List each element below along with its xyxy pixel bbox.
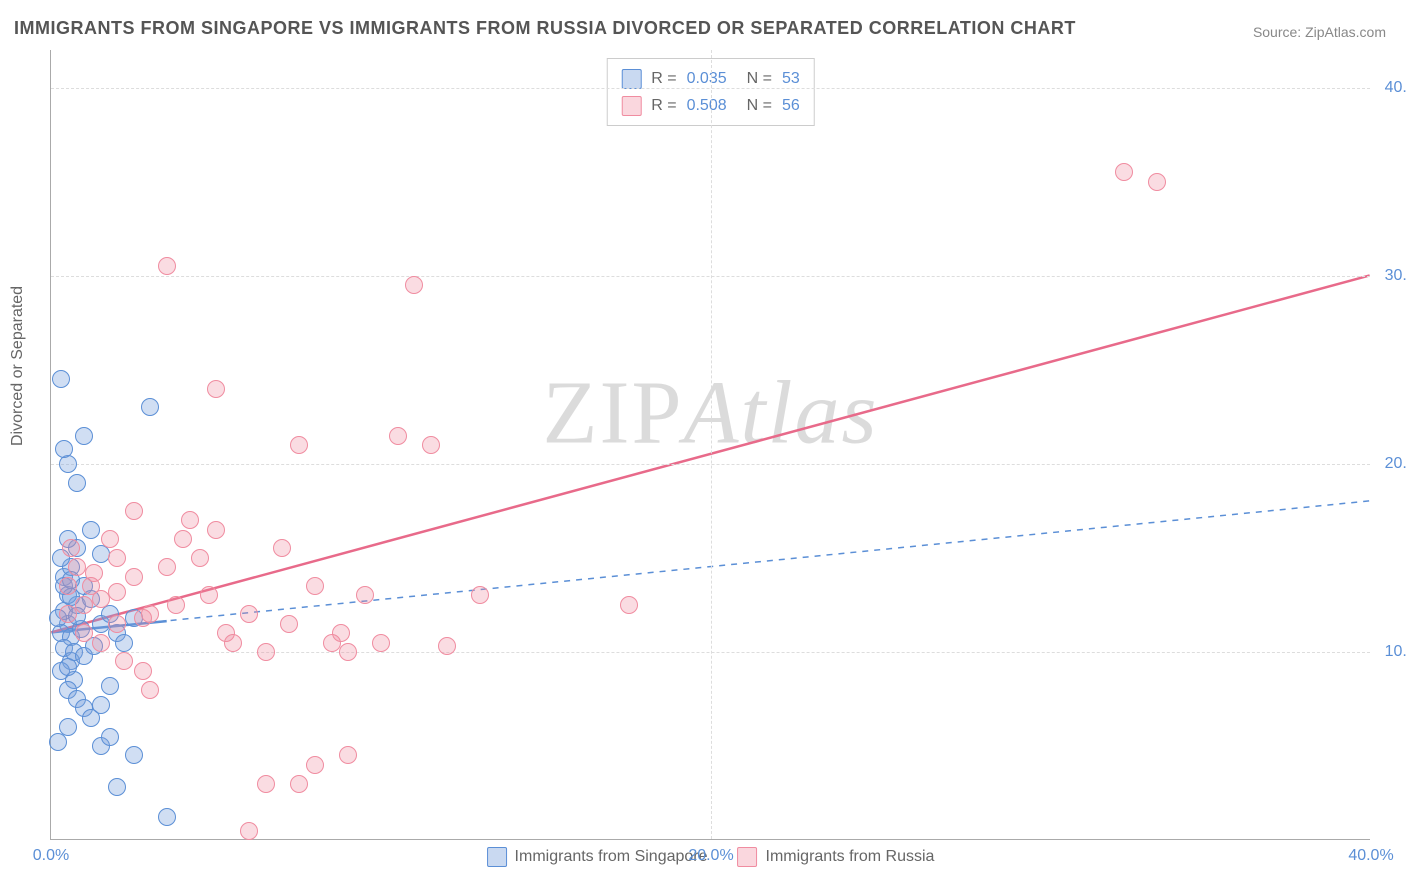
scatter-point — [59, 577, 77, 595]
scatter-point — [620, 596, 638, 614]
scatter-point — [125, 502, 143, 520]
scatter-point — [306, 756, 324, 774]
scatter-point — [200, 586, 218, 604]
legend-swatch — [738, 847, 758, 867]
scatter-point — [158, 257, 176, 275]
scatter-point — [141, 681, 159, 699]
scatter-point — [356, 586, 374, 604]
legend-swatch — [621, 69, 641, 89]
scatter-point — [108, 615, 126, 633]
scatter-point — [134, 662, 152, 680]
scatter-point — [101, 530, 119, 548]
scatter-point — [49, 733, 67, 751]
scatter-point — [125, 568, 143, 586]
y-axis-label: Divorced or Separated — [9, 286, 27, 446]
scatter-point — [92, 545, 110, 563]
source-attribution: Source: ZipAtlas.com — [1253, 24, 1386, 40]
scatter-point — [207, 521, 225, 539]
scatter-point — [471, 586, 489, 604]
scatter-point — [134, 609, 152, 627]
scatter-point — [422, 436, 440, 454]
scatter-point — [115, 652, 133, 670]
scatter-point — [405, 276, 423, 294]
y-tick-label: 20.0% — [1385, 455, 1406, 473]
legend-n-value: 56 — [782, 92, 800, 119]
legend-r-label: R = — [651, 92, 676, 119]
scatter-point — [125, 746, 143, 764]
legend-n-label: N = — [747, 92, 772, 119]
scatter-point — [1115, 163, 1133, 181]
scatter-point — [75, 427, 93, 445]
legend-swatch — [621, 96, 641, 116]
scatter-point — [280, 615, 298, 633]
scatter-point — [158, 808, 176, 826]
scatter-point — [68, 474, 86, 492]
y-tick-label: 10.0% — [1385, 643, 1406, 661]
scatter-point — [68, 558, 86, 576]
scatter-point — [332, 624, 350, 642]
scatter-point — [52, 370, 70, 388]
scatter-point — [167, 596, 185, 614]
scatter-point — [55, 440, 73, 458]
scatter-point — [115, 634, 133, 652]
scatter-point — [85, 564, 103, 582]
legend-r-value: 0.508 — [687, 92, 727, 119]
x-tick-label: 40.0% — [1348, 847, 1393, 865]
scatter-point — [82, 521, 100, 539]
scatter-point — [339, 746, 357, 764]
scatter-point — [273, 539, 291, 557]
scatter-point — [438, 637, 456, 655]
scatter-point — [389, 427, 407, 445]
scatter-point — [92, 634, 110, 652]
scatter-point — [240, 822, 258, 840]
scatter-point — [59, 605, 77, 623]
scatter-point — [257, 775, 275, 793]
scatter-point — [306, 577, 324, 595]
chart-title: IMMIGRANTS FROM SINGAPORE VS IMMIGRANTS … — [14, 18, 1076, 39]
scatter-point — [75, 596, 93, 614]
scatter-point — [75, 624, 93, 642]
scatter-point — [101, 677, 119, 695]
scatter-point — [257, 643, 275, 661]
legend-series-label: Immigrants from Russia — [766, 848, 935, 866]
scatter-point — [181, 511, 199, 529]
scatter-point — [92, 590, 110, 608]
x-tick-label: 0.0% — [33, 847, 69, 865]
x-tick-label: 20.0% — [688, 847, 733, 865]
scatter-point — [1148, 173, 1166, 191]
legend-series-item: Immigrants from Russia — [738, 847, 935, 867]
scatter-point — [108, 549, 126, 567]
scatter-point — [240, 605, 258, 623]
scatter-point — [141, 398, 159, 416]
scatter-point — [108, 778, 126, 796]
scatter-point — [290, 436, 308, 454]
scatter-point — [59, 658, 77, 676]
legend-swatch — [487, 847, 507, 867]
y-tick-label: 30.0% — [1385, 267, 1406, 285]
scatter-point — [92, 696, 110, 714]
scatter-point — [372, 634, 390, 652]
scatter-point — [290, 775, 308, 793]
scatter-point — [217, 624, 235, 642]
scatter-point — [174, 530, 192, 548]
scatter-point — [339, 643, 357, 661]
scatter-point — [207, 380, 225, 398]
scatter-point — [62, 539, 80, 557]
legend-series-item: Immigrants from Singapore — [487, 847, 708, 867]
y-tick-label: 40.0% — [1385, 79, 1406, 97]
scatter-point — [108, 583, 126, 601]
scatter-point — [191, 549, 209, 567]
legend-series-label: Immigrants from Singapore — [515, 848, 708, 866]
scatter-point — [158, 558, 176, 576]
plot-area: ZIPAtlas R =0.035N =53R =0.508N =56 Immi… — [50, 50, 1370, 840]
scatter-point — [101, 728, 119, 746]
grid-line-vertical — [711, 50, 712, 839]
